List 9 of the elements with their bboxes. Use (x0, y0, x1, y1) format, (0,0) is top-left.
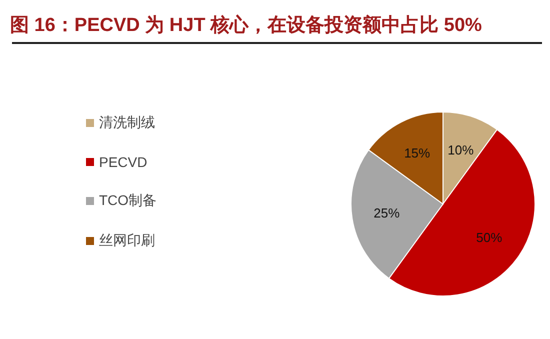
data-label: 15% (404, 146, 431, 161)
chart-title: 图 16：PECVD 为 HJT 核心，在设备投资额中占比 50% (9, 14, 483, 38)
legend-label: 清洗制绒 (99, 114, 155, 132)
legend-label: 丝网印刷 (99, 232, 155, 250)
legend-label: TCO制备 (99, 192, 157, 210)
legend-label: PECVD (99, 154, 148, 170)
data-label: 50% (476, 230, 503, 246)
data-label: 10% (448, 142, 474, 158)
data-label: 25% (374, 205, 400, 220)
